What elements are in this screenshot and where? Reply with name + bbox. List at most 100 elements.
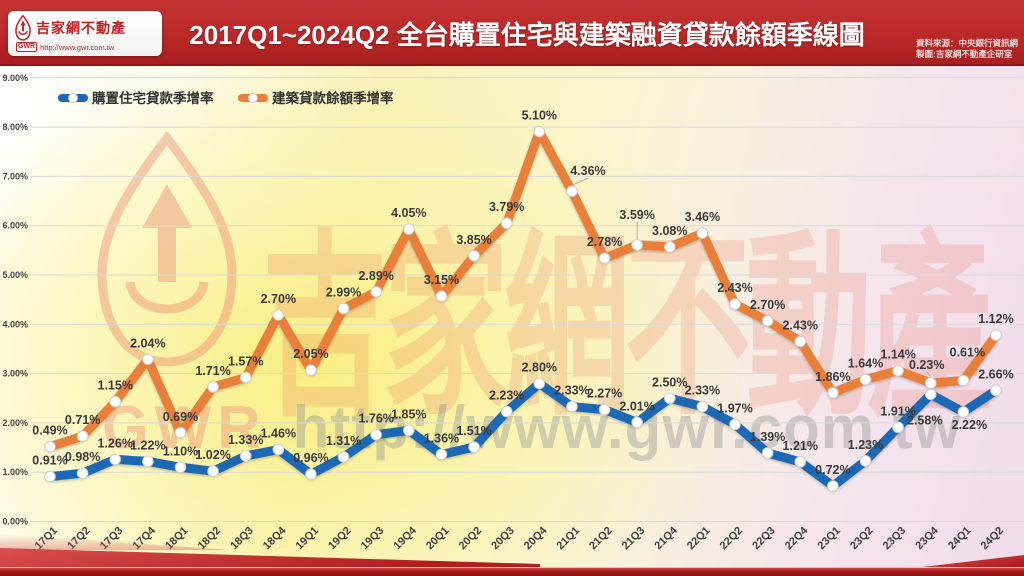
x-axis-tick: 21Q1 xyxy=(555,525,583,553)
data-point-marker xyxy=(598,403,611,416)
data-label: 3.15% xyxy=(424,273,459,287)
data-label: 1.91% xyxy=(880,404,915,418)
brand-logo: 吉家網不動產 GWR http://www.gwr.com.tw xyxy=(8,11,162,56)
data-label: 2.05% xyxy=(293,347,328,361)
x-axis-tick: 22Q2 xyxy=(718,525,746,553)
data-label: 0.72% xyxy=(815,463,850,477)
data-label: 2.33% xyxy=(685,384,720,398)
data-label: 1.02% xyxy=(195,448,230,462)
data-label: 2.70% xyxy=(261,292,296,306)
data-point-marker xyxy=(109,453,122,466)
data-label: 0.23% xyxy=(909,358,944,372)
data-point-marker xyxy=(827,387,839,399)
data-point-marker xyxy=(924,388,937,401)
y-axis-tick: 4.00% xyxy=(2,319,28,329)
y-axis-tick: 8.00% xyxy=(2,122,28,132)
data-label: 2.04% xyxy=(130,336,165,350)
data-point-marker xyxy=(990,329,1002,341)
data-label: 0.96% xyxy=(293,451,328,465)
logo-brand-text: 吉家網不動產 xyxy=(36,20,126,36)
data-label: 1.57% xyxy=(228,355,263,369)
data-label: 1.46% xyxy=(261,427,296,441)
y-axis-tick: 7.00% xyxy=(2,171,28,181)
source-note: 資料來源：中央銀行資訊網 製圖:吉家網不動產企研室 xyxy=(916,38,1018,60)
logo-gwr-badge: GWR xyxy=(16,42,38,52)
data-label: 1.26% xyxy=(98,436,133,450)
data-label: 0.98% xyxy=(65,450,100,464)
x-axis-tick: 20Q1 xyxy=(424,525,452,553)
data-label: 2.27% xyxy=(587,387,622,401)
data-point-marker xyxy=(957,374,970,387)
data-point-marker xyxy=(566,185,578,197)
x-axis-tick: 23Q2 xyxy=(848,525,876,553)
data-label: 1.21% xyxy=(783,439,818,453)
data-label: 0.71% xyxy=(65,413,100,427)
data-point-marker xyxy=(44,440,56,453)
data-point-marker xyxy=(239,371,252,384)
data-point-marker xyxy=(892,364,904,377)
legend-marker-sample xyxy=(68,93,78,103)
data-label: 2.58% xyxy=(907,413,942,427)
data-point-marker xyxy=(696,400,709,413)
x-axis-tick: 22Q3 xyxy=(750,525,778,553)
label-leader-line xyxy=(926,371,932,378)
logo-url-text: http://www.gwr.com.tw xyxy=(40,42,115,52)
data-label: 2.22% xyxy=(952,418,987,432)
data-label: 3.46% xyxy=(685,210,720,224)
data-point-marker xyxy=(631,416,643,429)
y-axis-tick: 6.00% xyxy=(2,221,28,231)
data-point-marker xyxy=(794,456,807,468)
x-axis-tick: 23Q1 xyxy=(815,525,843,553)
data-point-marker xyxy=(761,315,774,327)
data-point-marker xyxy=(337,451,350,463)
data-label: 0.49% xyxy=(32,424,67,438)
data-point-marker xyxy=(174,461,187,474)
data-label: 3.85% xyxy=(456,233,491,247)
data-label: 1.64% xyxy=(848,357,883,371)
legend-label: 購置住宅貸款季增率 xyxy=(91,90,214,106)
data-label: 2.70% xyxy=(750,298,785,312)
data-label: 1.76% xyxy=(358,412,393,426)
data-label: 1.12% xyxy=(978,312,1013,326)
data-label: 0.69% xyxy=(163,410,198,424)
data-point-marker xyxy=(272,309,285,321)
data-point-marker xyxy=(663,241,676,253)
data-point-marker xyxy=(370,285,383,298)
data-point-marker xyxy=(761,447,774,459)
data-point-marker xyxy=(142,455,154,468)
data-point-marker xyxy=(435,448,448,461)
data-label: 0.91% xyxy=(32,454,67,468)
x-axis-tick: 19Q4 xyxy=(391,524,419,552)
data-label: 2.33% xyxy=(554,384,589,398)
data-point-marker xyxy=(435,290,448,302)
data-point-marker xyxy=(207,465,219,478)
data-label: 2.43% xyxy=(717,281,752,295)
data-point-marker xyxy=(239,450,252,462)
x-axis-tick: 21Q2 xyxy=(587,525,615,553)
data-point-marker xyxy=(500,405,513,418)
data-point-marker xyxy=(272,443,285,456)
data-point-marker xyxy=(305,468,317,480)
data-point-marker xyxy=(403,223,415,235)
data-point-marker xyxy=(924,377,937,389)
data-label: 1.31% xyxy=(326,434,361,448)
gwr-logo-icon xyxy=(15,15,31,41)
x-axis-tick: 24Q2 xyxy=(979,525,1007,553)
data-label: 1.10% xyxy=(163,444,198,458)
x-axis-tick: 21Q3 xyxy=(620,525,648,553)
data-label: 1.39% xyxy=(750,430,785,444)
data-label: 3.79% xyxy=(489,200,524,214)
data-label: 1.97% xyxy=(717,401,752,415)
data-point-marker xyxy=(174,426,187,439)
data-point-marker xyxy=(892,421,904,434)
data-label: 0.61% xyxy=(950,346,985,360)
y-axis-tick: 3.00% xyxy=(2,369,28,379)
data-label: 2.01% xyxy=(619,399,654,413)
x-axis-tick: 23Q3 xyxy=(881,525,909,553)
legend-label: 建築貸款餘額季增率 xyxy=(271,90,394,106)
data-point-marker xyxy=(794,335,807,348)
data-point-marker xyxy=(729,298,741,310)
gwr-watermark-logo-icon xyxy=(97,132,237,367)
data-label: 3.59% xyxy=(619,208,654,222)
